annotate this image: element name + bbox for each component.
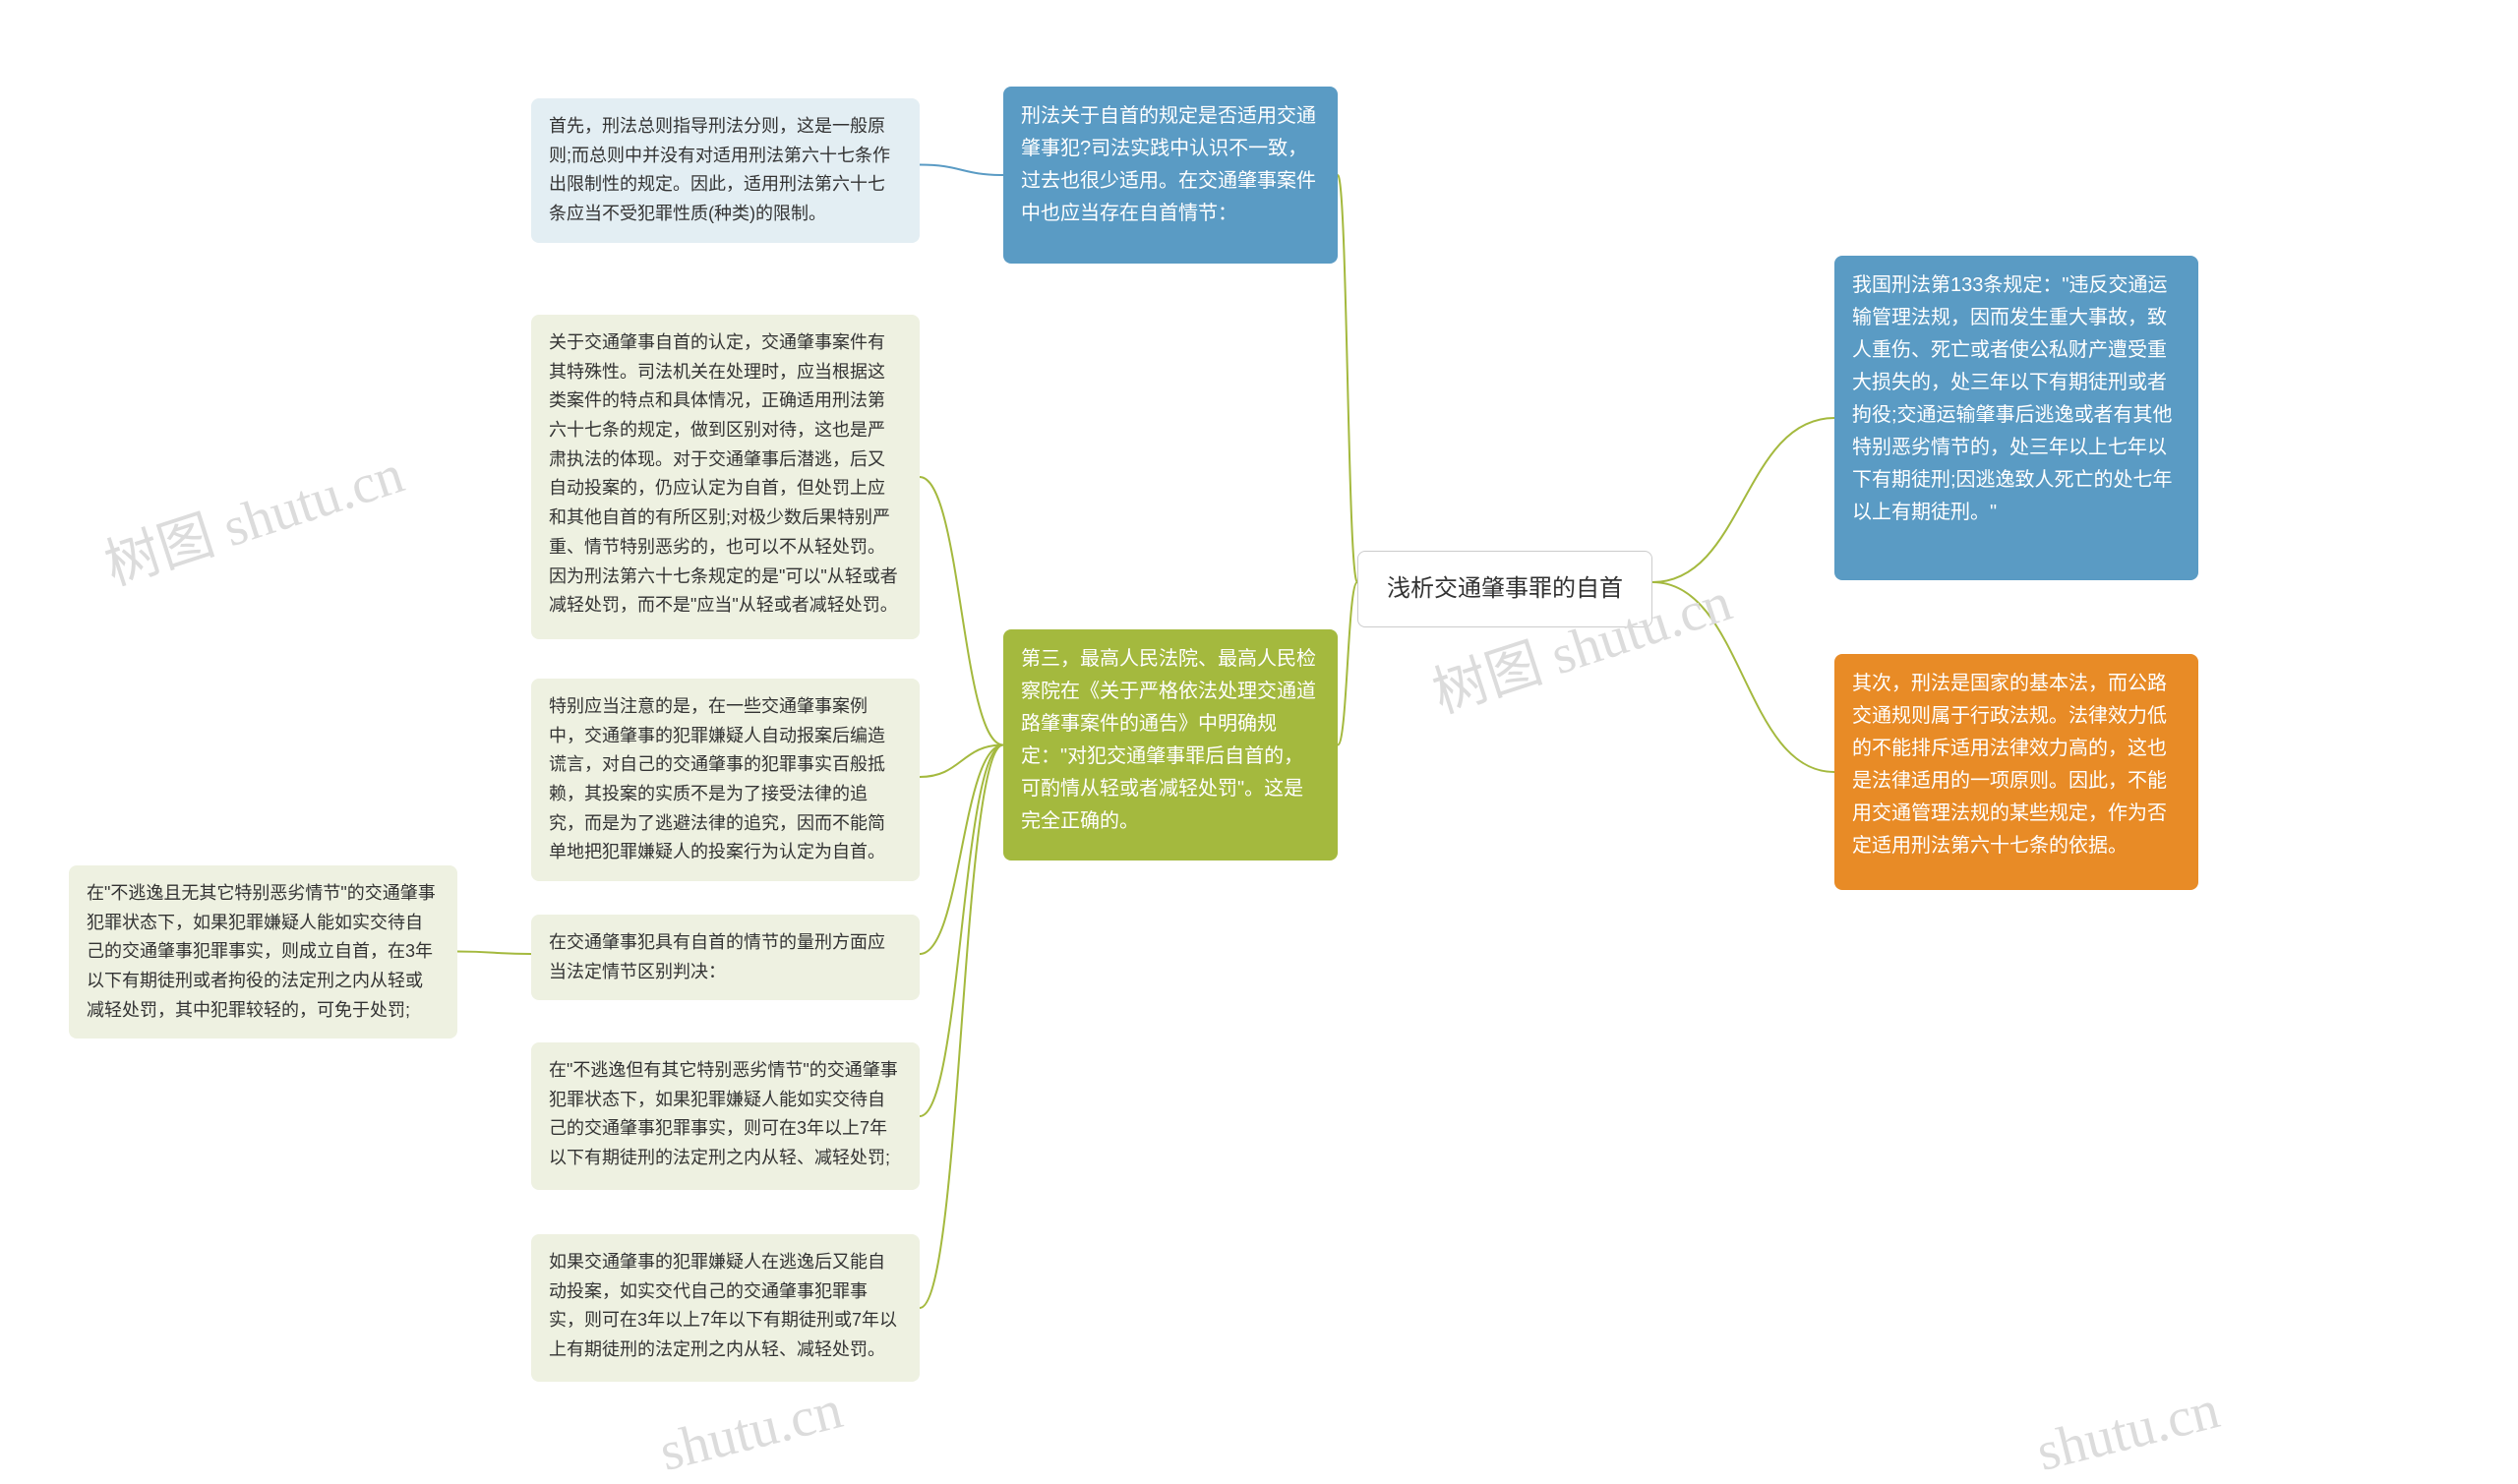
left-l2-node[interactable]: 特别应当注意的是，在一些交通肇事案例中，交通肇事的犯罪嫌疑人自动报案后编造谎言，… (531, 679, 920, 881)
watermark: 树图 shutu.cn (93, 430, 412, 601)
watermark: shutu.cn (654, 1378, 849, 1484)
right-node[interactable]: 其次，刑法是国家的基本法，而公路交通规则属于行政法规。法律效力低的不能排斥适用法… (1834, 654, 2198, 890)
root-node[interactable]: 浅析交通肇事罪的自首 (1357, 551, 1652, 627)
left-l2-node[interactable]: 首先，刑法总则指导刑法分则，这是一般原则;而总则中并没有对适用刑法第六十七条作出… (531, 98, 920, 243)
left-l2-node[interactable]: 在交通肇事犯具有自首的情节的量刑方面应当法定情节区别判决： (531, 915, 920, 1000)
left-l2-node[interactable]: 如果交通肇事的犯罪嫌疑人在逃逸后又能自动投案，如实交代自己的交通肇事犯罪事实，则… (531, 1234, 920, 1382)
left-l1-node[interactable]: 刑法关于自首的规定是否适用交通肇事犯?司法实践中认识不一致，过去也很少适用。在交… (1003, 87, 1338, 264)
left-l3-node[interactable]: 在"不逃逸且无其它特别恶劣情节"的交通肇事犯罪状态下，如果犯罪嫌疑人能如实交待自… (69, 865, 457, 1039)
right-node[interactable]: 我国刑法第133条规定："违反交通运输管理法规，因而发生重大事故，致人重伤、死亡… (1834, 256, 2198, 580)
watermark: shutu.cn (2031, 1378, 2226, 1484)
left-l2-node[interactable]: 在"不逃逸但有其它特别恶劣情节"的交通肇事犯罪状态下，如果犯罪嫌疑人能如实交待自… (531, 1042, 920, 1190)
left-l2-node[interactable]: 关于交通肇事自首的认定，交通肇事案件有其特殊性。司法机关在处理时，应当根据这类案… (531, 315, 920, 639)
left-l1-node[interactable]: 第三，最高人民法院、最高人民检察院在《关于严格依法处理交通道路肇事案件的通告》中… (1003, 629, 1338, 861)
